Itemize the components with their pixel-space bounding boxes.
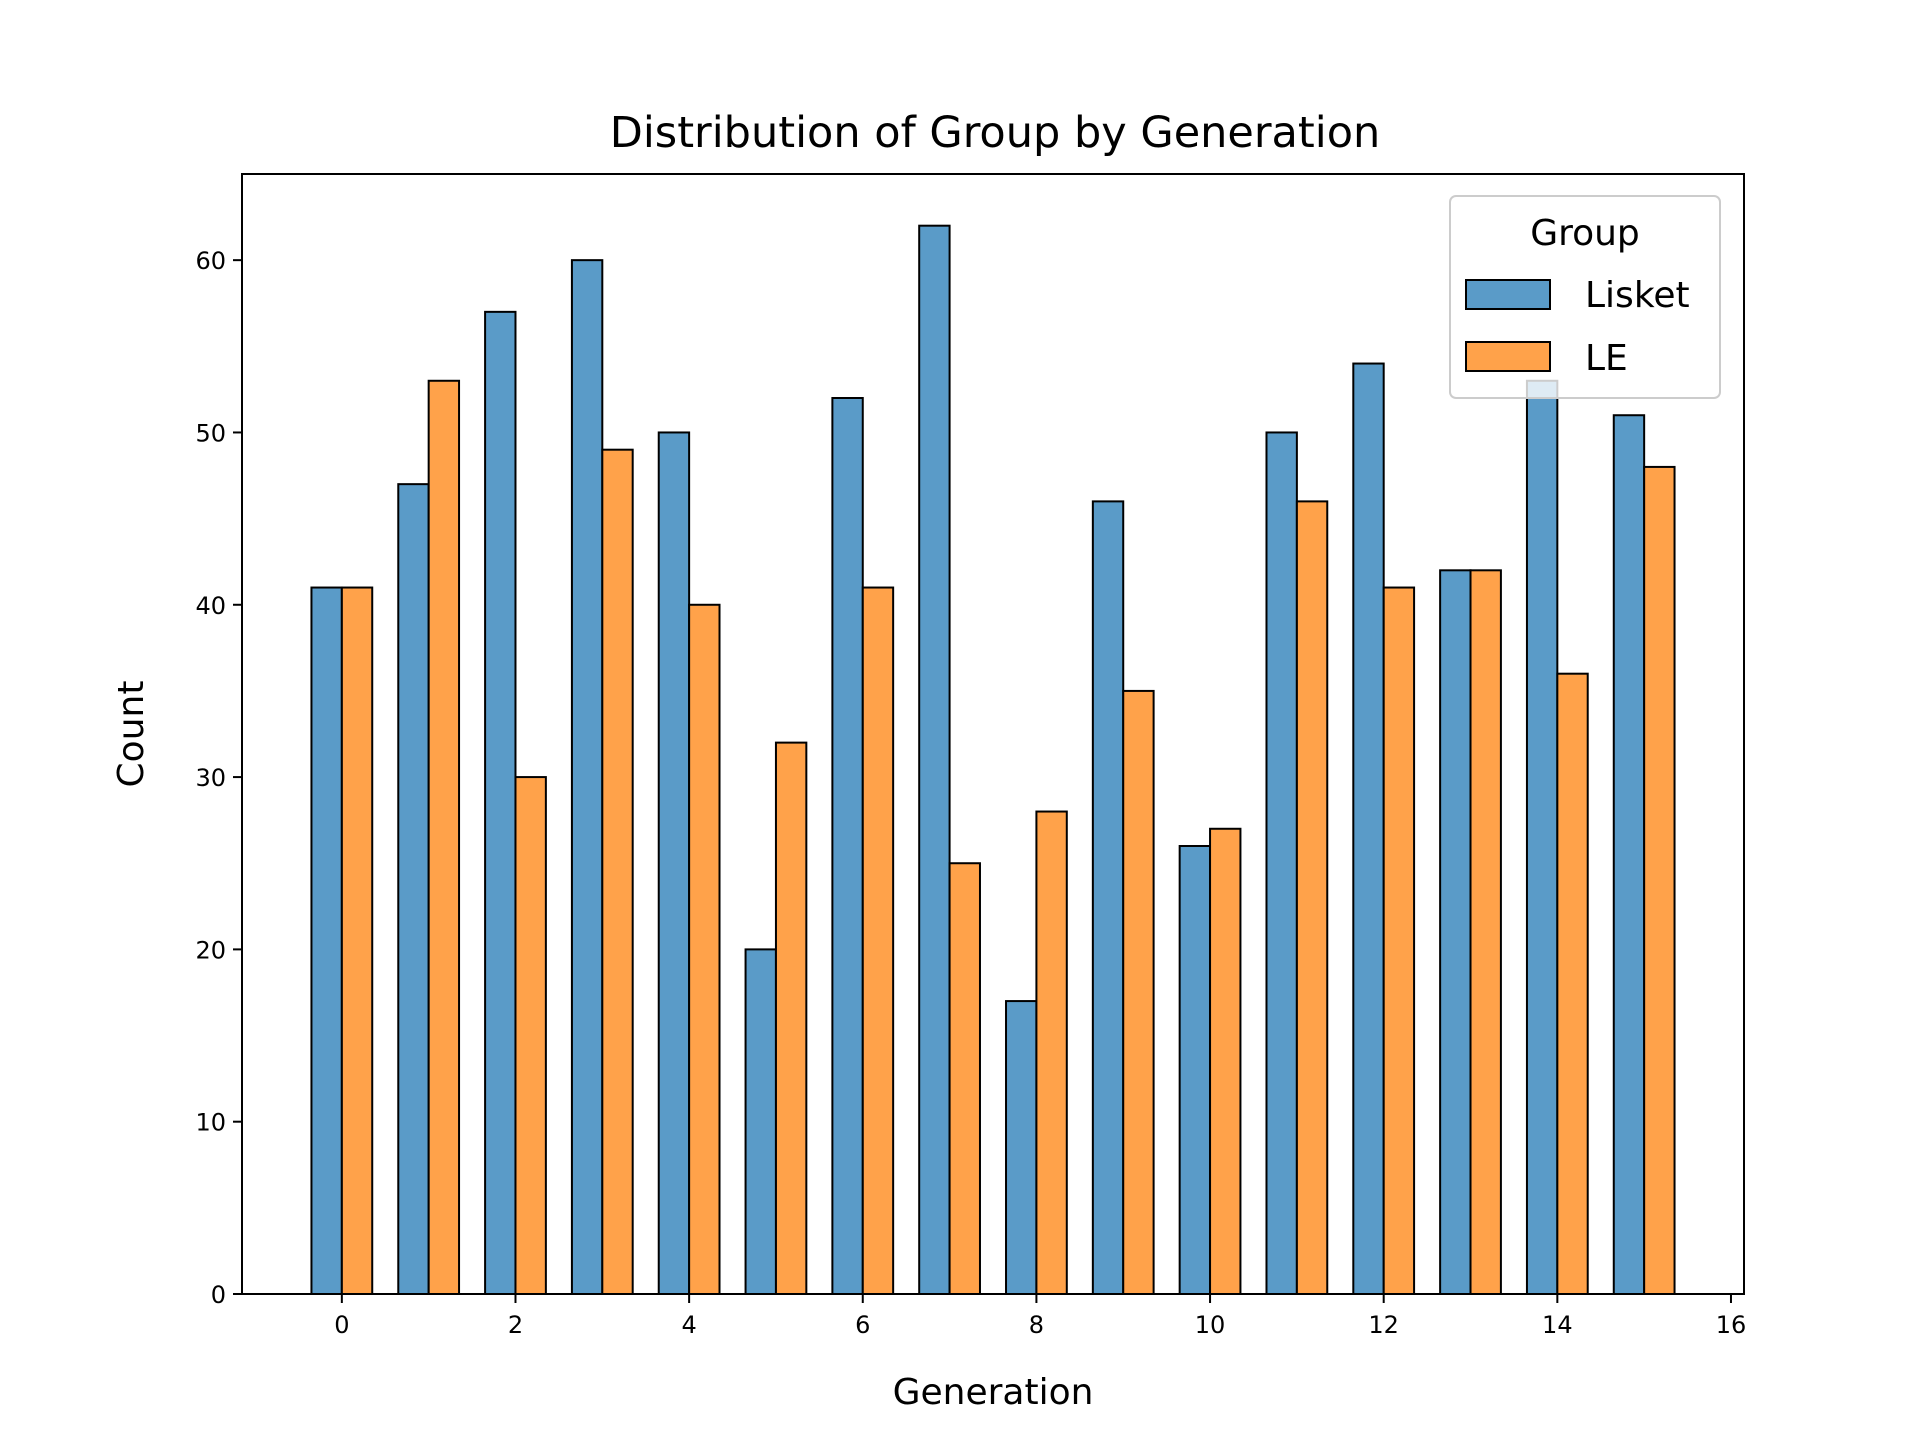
y-tick-label-30: 30 [195, 764, 226, 792]
bar-le-10 [1209, 827, 1242, 1295]
bar-lisket-10 [1178, 845, 1212, 1295]
y-tick-label-0: 0 [211, 1281, 226, 1309]
x-tick-label-2: 2 [508, 1311, 523, 1339]
bar-lisket-5 [744, 948, 777, 1296]
x-tick-label-0: 0 [334, 1311, 349, 1339]
x-tick-label-6: 6 [855, 1311, 870, 1339]
bar-le-2 [514, 776, 547, 1295]
legend-label-lisket: Lisket [1585, 275, 1690, 316]
bar-le-14 [1556, 672, 1589, 1295]
bar-lisket-0 [310, 586, 343, 1295]
legend-label-le: LE [1585, 338, 1628, 379]
bar-le-9 [1122, 689, 1155, 1295]
y-tick-label-50: 50 [195, 419, 226, 447]
y-axis: 0 10 20 30 40 50 60 [195, 247, 242, 1309]
bar-lisket-2 [484, 310, 517, 1296]
bar-lisket-13 [1439, 569, 1472, 1295]
x-tick-label-10: 10 [1195, 1311, 1226, 1339]
bar-le-15 [1643, 465, 1676, 1295]
bar-le-4 [688, 603, 721, 1295]
legend-swatch-le [1465, 341, 1551, 372]
plot-frame [241, 173, 1745, 1295]
legend: Group Lisket LE [1449, 195, 1721, 399]
y-tick-label-60: 60 [195, 247, 226, 275]
x-tick-label-14: 14 [1542, 1311, 1573, 1339]
bar-lisket-12 [1352, 362, 1385, 1295]
bar-lisket-3 [570, 259, 604, 1296]
bar-lisket-14 [1525, 379, 1559, 1295]
legend-swatch-lisket [1465, 279, 1551, 310]
x-axis: 0 2 4 6 8 10 12 14 16 [334, 1294, 1746, 1339]
y-axis-label: Count [111, 681, 152, 788]
bar-le-8 [1035, 810, 1068, 1295]
y-tick-label-10: 10 [195, 1109, 226, 1137]
y-tick-label-20: 20 [195, 936, 226, 964]
chart-title: Distribution of Group by Generation [610, 108, 1381, 158]
bar-le-13 [1469, 569, 1502, 1295]
x-tick-label-12: 12 [1368, 1311, 1399, 1339]
x-axis-label: Generation [893, 1372, 1094, 1413]
bar-le-5 [774, 741, 808, 1295]
bar-lisket-1 [397, 483, 430, 1295]
bar-le-12 [1382, 586, 1416, 1295]
bar-le-1 [427, 379, 461, 1295]
bar-lisket-11 [1265, 431, 1298, 1295]
bar-lisket-4 [657, 431, 691, 1295]
bar-lisket-7 [918, 224, 951, 1296]
x-tick-label-8: 8 [1029, 1311, 1044, 1339]
y-tick-label-40: 40 [195, 592, 226, 620]
bars [310, 224, 1676, 1296]
bar-lisket-6 [831, 397, 864, 1295]
bar-lisket-15 [1612, 414, 1646, 1295]
bar-le-0 [340, 586, 374, 1295]
bar-lisket-8 [1005, 1000, 1038, 1295]
bar-le-3 [601, 448, 634, 1295]
bar-le-7 [948, 862, 981, 1295]
x-tick-label-4: 4 [681, 1311, 696, 1339]
bar-le-11 [1295, 500, 1329, 1295]
bar-le-6 [861, 586, 895, 1295]
bar-lisket-9 [1091, 500, 1125, 1295]
legend-title: Group [1530, 213, 1640, 254]
x-tick-label-16: 16 [1716, 1311, 1747, 1339]
